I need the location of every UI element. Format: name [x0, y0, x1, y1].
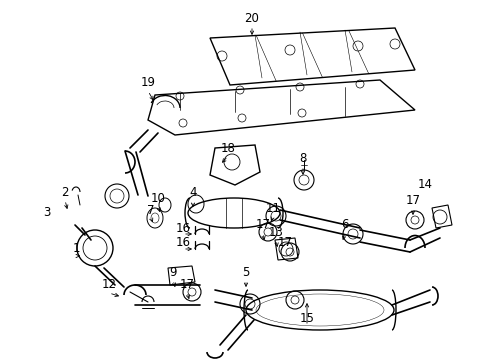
Text: 15: 15 [299, 311, 314, 324]
Text: 3: 3 [43, 206, 51, 219]
Text: 19: 19 [140, 77, 155, 90]
Text: 2: 2 [61, 185, 69, 198]
Text: 11: 11 [265, 202, 280, 215]
Text: 17: 17 [405, 194, 420, 207]
Text: 16: 16 [175, 221, 190, 234]
Text: 1: 1 [72, 242, 80, 255]
Text: 4: 4 [189, 186, 196, 199]
Text: 17: 17 [179, 278, 194, 291]
Text: 9: 9 [169, 266, 176, 279]
Text: 5: 5 [242, 266, 249, 279]
Text: 18: 18 [220, 141, 235, 154]
Text: 7: 7 [147, 203, 154, 216]
Text: 14: 14 [417, 179, 431, 192]
Text: 20: 20 [244, 12, 259, 24]
Text: 17: 17 [255, 219, 270, 231]
Text: 12: 12 [102, 279, 116, 292]
Text: 13: 13 [268, 225, 283, 238]
Text: 16: 16 [175, 237, 190, 249]
Text: 6: 6 [341, 219, 348, 231]
Text: 10: 10 [150, 192, 165, 204]
Text: 8: 8 [299, 152, 306, 165]
Text: 17: 17 [277, 235, 292, 248]
